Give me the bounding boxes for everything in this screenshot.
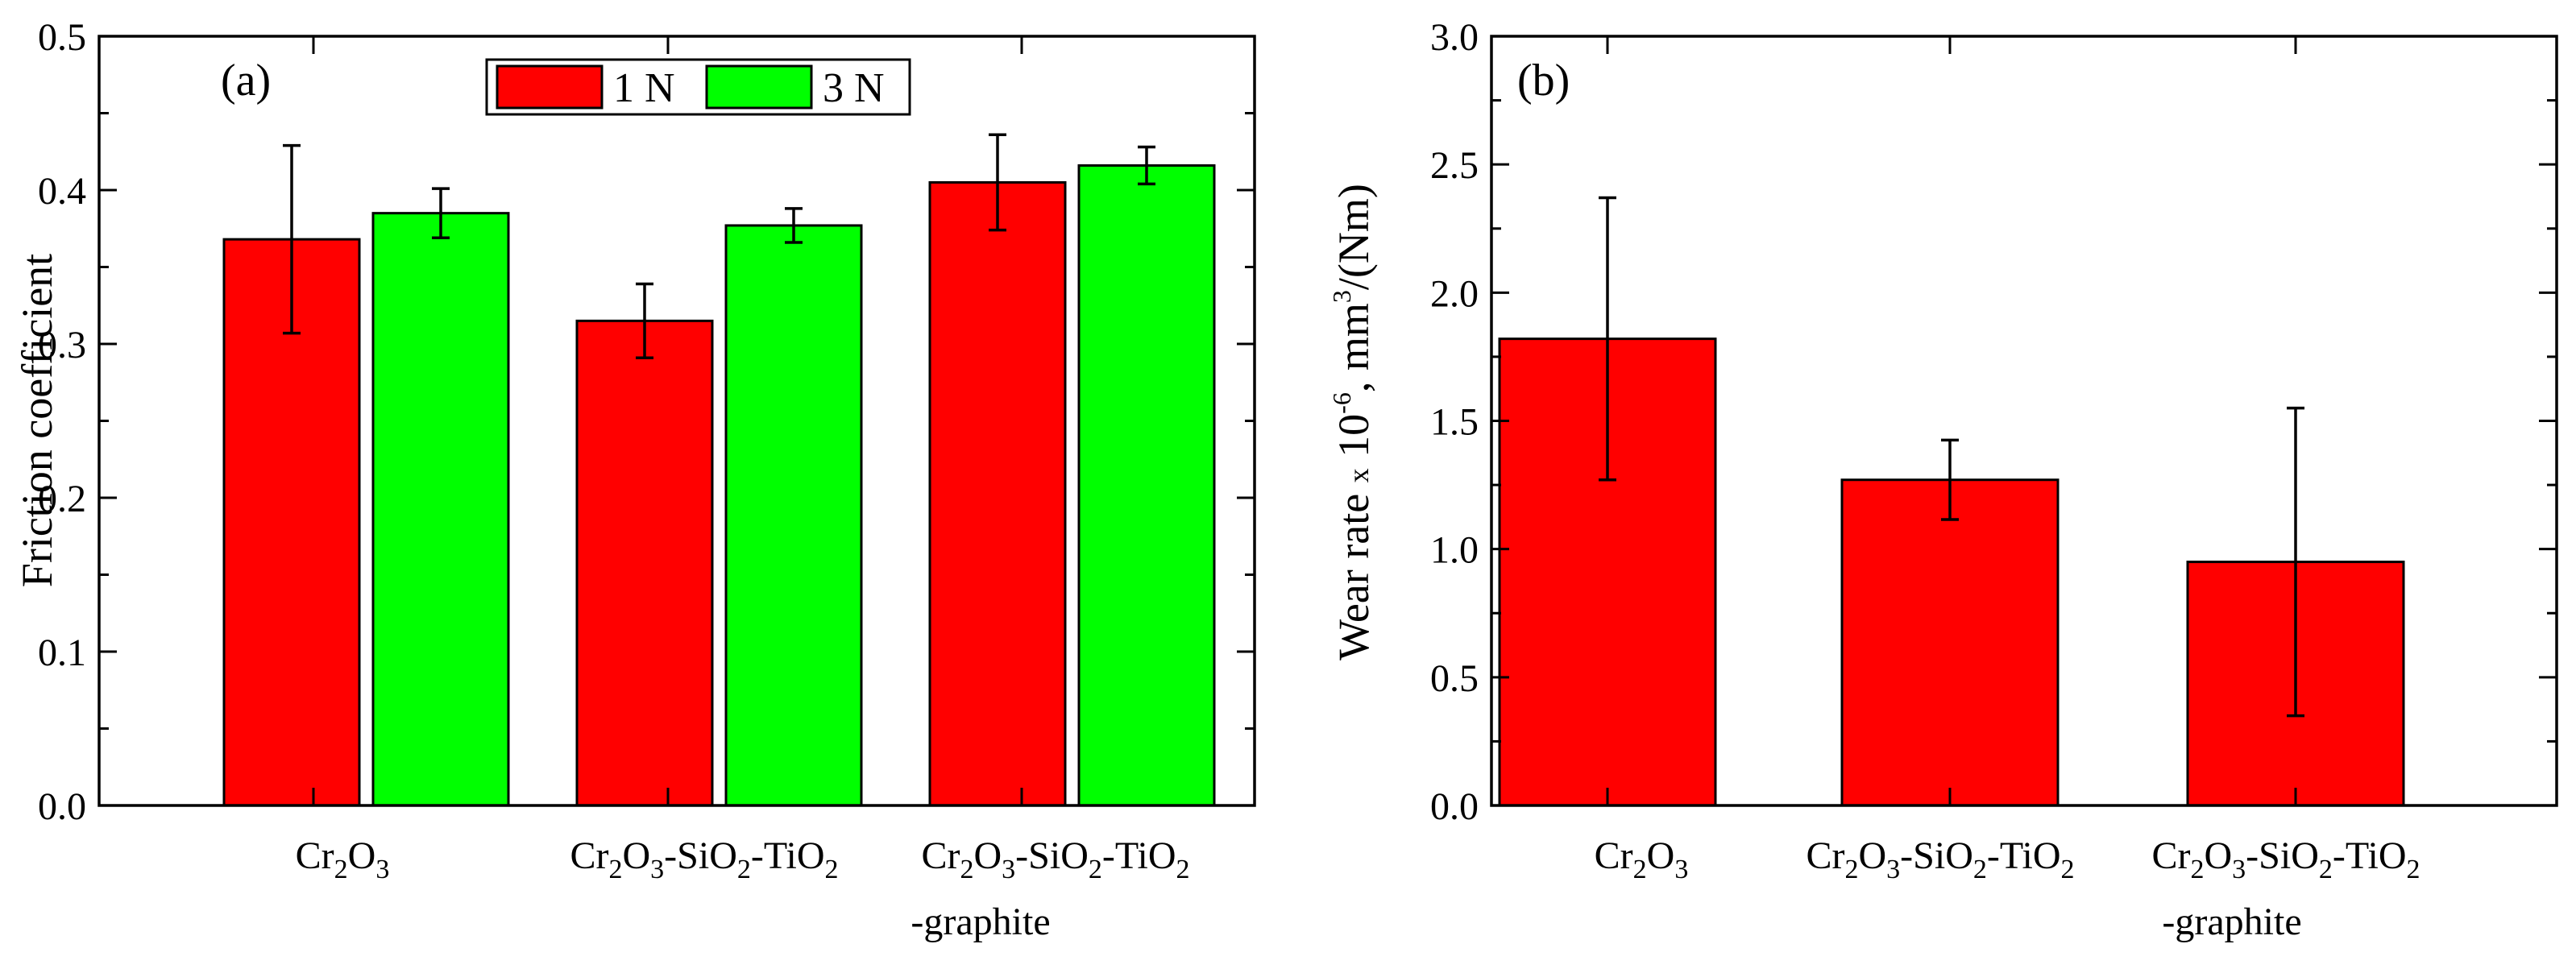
x-category-label-1-part: 2: [1845, 855, 1859, 884]
x-category-label-1-part: Cr: [1807, 834, 1845, 877]
x-category-label-1: Cr2O3-SiO2-TiO2: [1807, 834, 2075, 884]
x-category-label-1-part: -TiO: [751, 834, 825, 877]
x-category-label-2-part: 3: [2232, 855, 2246, 884]
x-category-label-2-part: Cr: [922, 834, 960, 877]
x-category-label-0-part: Cr: [296, 834, 334, 877]
y-axis-title-part: -6: [1327, 392, 1356, 414]
bar-1n-2: [928, 180, 1067, 807]
x-category-label-2-part: -SiO: [1015, 834, 1089, 877]
legend-swatch-0: [496, 64, 604, 110]
x-category-label-0-part: 2: [1633, 855, 1647, 884]
x-category-label-1-part: 3: [650, 855, 664, 884]
y-tick-label: 0.0: [1430, 785, 1479, 828]
x-category-label-1-part: -SiO: [664, 834, 737, 877]
legend: 1 N 3 N: [485, 58, 911, 116]
x-category-label-1-part: -SiO: [1900, 834, 1973, 877]
x-category-label-2-part: 2: [1176, 855, 1189, 884]
x-category-label-0-part: O: [1647, 834, 1675, 877]
y-tick-label: 0.0: [38, 785, 86, 828]
x-category-label-1-part: 2: [609, 855, 623, 884]
panel-label: (a): [221, 56, 271, 106]
x-category-label-0-part: 3: [375, 855, 389, 884]
x-category-label-1-part: 3: [1886, 855, 1900, 884]
y-axis-title-part: 3: [1327, 290, 1356, 303]
y-axis-title-part: Wear rate: [1329, 482, 1378, 660]
x-category-label-2-part: O: [974, 834, 1002, 877]
bar-1n-1: [575, 319, 714, 807]
x-category-label-2-part: -TiO: [1102, 834, 1176, 877]
y-tick-label: 0.2: [38, 478, 86, 520]
y-tick-label: 2.0: [1430, 272, 1479, 315]
legend-label-1: 3 N: [823, 65, 885, 111]
x-category-label-1-part: Cr: [570, 834, 609, 877]
legend-swatch-1: [705, 64, 813, 110]
y-tick-label: 0.5: [38, 16, 86, 59]
y-tick-label: 3.0: [1430, 16, 1479, 59]
y-axis-title: Wear rate x 10-6, mm3/(Nm): [1327, 184, 1378, 660]
y-axis-title-part: x: [1342, 468, 1375, 482]
y-axis-title: Friction coefficient: [13, 254, 61, 587]
x-category-label-2-part: 3: [1002, 855, 1015, 884]
x-category-label-0-part: Cr: [1595, 834, 1633, 877]
x-category-label-1-part: -TiO: [1987, 834, 2061, 877]
y-axis-title-part: /(Nm): [1329, 184, 1378, 290]
x-category-label-0-part: 2: [334, 855, 348, 884]
bar-3n-2: [1077, 164, 1216, 807]
x-category-label-1-part: 2: [2060, 855, 2074, 884]
x-category-label-1-part: 2: [737, 855, 751, 884]
y-axis-title-part: 10: [1329, 414, 1378, 469]
x-category-label-0: Cr2O3: [1595, 834, 1689, 884]
x-category-label-2-part: Cr: [2152, 834, 2191, 877]
x-category-label-2-part: 2: [2319, 855, 2333, 884]
x-category-label-2-part: 2: [1089, 855, 1102, 884]
x-category-label-1-part: 2: [824, 855, 838, 884]
y-tick-label: 0.5: [1430, 657, 1479, 700]
x-category-label-2: Cr2O3-SiO2-TiO2: [2152, 834, 2420, 884]
x-category-label-line2: -graphite: [2162, 901, 2301, 943]
bar-3n-0: [371, 212, 510, 807]
x-category-label-2-part: O: [2205, 834, 2233, 877]
x-category-label-1-part: O: [623, 834, 651, 877]
y-axis-title-part: , mm: [1329, 303, 1378, 392]
y-tick-label: 0.4: [38, 170, 86, 213]
x-category-label-line2: -graphite: [911, 901, 1050, 943]
x-category-label-2-part: 2: [960, 855, 974, 884]
x-category-label-2: Cr2O3-SiO2-TiO2: [922, 834, 1190, 884]
y-tick-label: 0.3: [38, 324, 86, 366]
x-category-label-1-part: O: [1859, 834, 1887, 877]
x-category-label-2-part: 2: [2406, 855, 2420, 884]
y-tick-label: 1.0: [1430, 529, 1479, 572]
x-category-label-0-part: 3: [1674, 855, 1688, 884]
legend-label-0: 1 N: [613, 65, 675, 111]
bar-wear-1: [1840, 478, 2060, 807]
y-tick-label: 2.5: [1430, 144, 1479, 187]
bar-3n-1: [724, 224, 863, 807]
x-category-label-1-part: 2: [1973, 855, 1987, 884]
y-tick-label: 1.5: [1430, 401, 1479, 444]
x-category-label-1: Cr2O3-SiO2-TiO2: [570, 834, 839, 884]
y-tick-label: 0.1: [38, 631, 86, 674]
x-category-label-2-part: -TiO: [2333, 834, 2407, 877]
x-category-label-0-part: O: [348, 834, 376, 877]
x-category-label-2-part: -SiO: [2246, 834, 2319, 877]
panel-label: (b): [1517, 56, 1570, 106]
x-category-label-2-part: 2: [2191, 855, 2205, 884]
x-category-label-0: Cr2O3: [296, 834, 390, 884]
